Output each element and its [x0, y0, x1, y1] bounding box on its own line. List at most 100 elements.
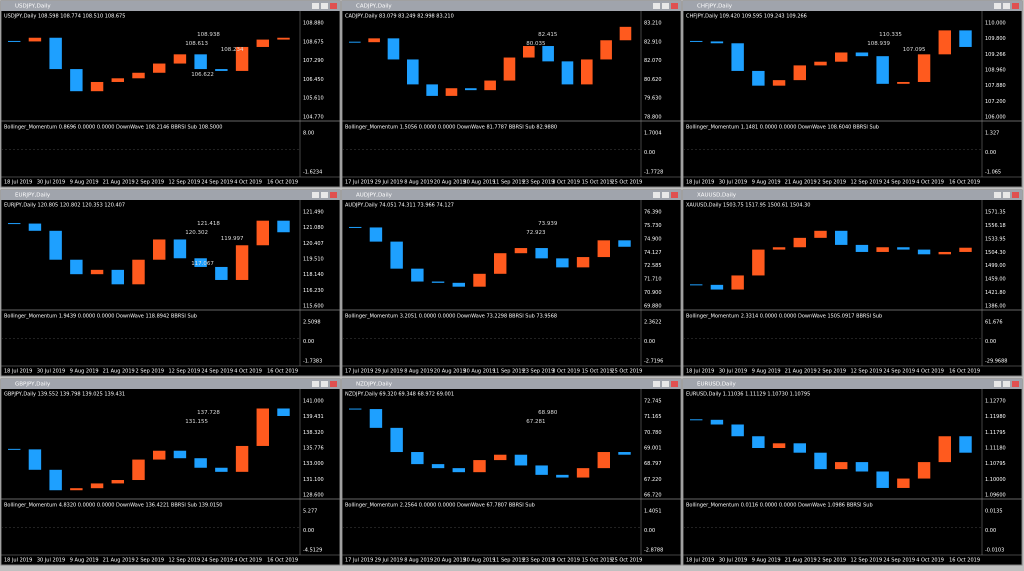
candle — [153, 239, 166, 260]
window-button[interactable] — [671, 381, 678, 387]
date-label: 2 Sep 2019 — [818, 369, 847, 375]
chart-window[interactable] — [0, 0, 341, 188]
candle — [917, 462, 931, 479]
date-label: 12 Sep 2019 — [850, 369, 882, 375]
candle — [618, 452, 631, 455]
candle — [465, 88, 477, 91]
chart-window[interactable] — [0, 189, 341, 377]
price-label: 1.11980 — [985, 414, 1006, 420]
date-label: 9 Aug 2019 — [752, 369, 781, 375]
price-label: 80.620 — [644, 77, 662, 83]
candle — [514, 248, 528, 254]
window-button[interactable] — [312, 381, 319, 387]
indicator-label: 0.00 — [985, 528, 996, 534]
indicator-label: -0.0103 — [985, 548, 1004, 554]
date-label: 23 Sep 2019 — [523, 180, 555, 186]
price-annotation: 72.923 — [526, 230, 546, 236]
window-button[interactable] — [662, 192, 669, 198]
candle — [369, 227, 383, 242]
candle — [542, 46, 554, 62]
window-button[interactable] — [653, 192, 660, 198]
candle — [153, 63, 166, 73]
window-button[interactable] — [662, 381, 669, 387]
price-annotation: 108.613 — [185, 41, 208, 47]
date-label: 9 Aug 2019 — [70, 558, 99, 564]
date-label: 20 Aug 2019 — [434, 558, 466, 564]
candle — [28, 223, 42, 231]
window-button[interactable] — [671, 3, 678, 9]
price-label: 1533.95 — [985, 236, 1006, 242]
date-label: 25 Oct 2019 — [611, 369, 642, 375]
window-button[interactable] — [653, 381, 660, 387]
date-label: 4 Oct 2019 — [234, 558, 262, 564]
window-caption — [1, 379, 340, 389]
window-button[interactable] — [330, 381, 337, 387]
candle — [173, 239, 187, 259]
date-label: 2 Sep 2019 — [136, 558, 165, 564]
window-button[interactable] — [653, 3, 660, 9]
price-label: 110.000 — [985, 21, 1006, 27]
window-button[interactable] — [312, 192, 319, 198]
window-button[interactable] — [1003, 3, 1010, 9]
window-button[interactable] — [994, 192, 1001, 198]
price-label: 79.630 — [644, 96, 662, 102]
window-button[interactable] — [312, 3, 319, 9]
date-label: 11 Sep 2019 — [493, 180, 525, 186]
candle — [793, 65, 806, 81]
date-label: 25 Oct 2019 — [611, 558, 642, 564]
indicator-label: -4.5129 — [303, 548, 322, 554]
window-button[interactable] — [1012, 3, 1019, 9]
date-label: 16 Oct 2019 — [949, 180, 980, 186]
candle — [70, 69, 83, 92]
price-annotation: 68.980 — [538, 410, 558, 416]
window-button[interactable] — [330, 192, 337, 198]
indicator-label: 0.0135 — [985, 509, 1003, 515]
candle — [710, 284, 724, 290]
candle — [132, 72, 145, 79]
date-label: 11 Sep 2019 — [493, 558, 525, 564]
chart-window[interactable] — [341, 189, 682, 377]
window-button[interactable] — [1012, 381, 1019, 387]
window-title: EURJPY,Daily — [15, 193, 51, 199]
window-button[interactable] — [321, 381, 328, 387]
window-button[interactable] — [1003, 381, 1010, 387]
window-button[interactable] — [662, 3, 669, 9]
candle — [70, 259, 83, 275]
window-button[interactable] — [321, 3, 328, 9]
candle — [407, 59, 419, 85]
price-label: 1.10795 — [985, 461, 1006, 467]
date-label: 18 Jul 2019 — [4, 180, 32, 186]
window-button[interactable] — [994, 3, 1001, 9]
price-label: 66.720 — [644, 493, 662, 499]
date-label: 21 Aug 2019 — [103, 180, 135, 186]
candle — [194, 458, 207, 468]
price-label: 128.600 — [303, 493, 324, 499]
candle — [277, 37, 290, 40]
date-label: 15 Oct 2019 — [582, 180, 613, 186]
date-label: 24 Sep 2019 — [201, 180, 233, 186]
price-label: 141.000 — [303, 399, 324, 405]
window-button[interactable] — [994, 381, 1001, 387]
price-label: 108.880 — [303, 21, 324, 27]
date-label: 25 Oct 2019 — [611, 180, 642, 186]
date-label: 18 Jul 2019 — [686, 369, 714, 375]
date-label: 9 Aug 2019 — [752, 180, 781, 186]
chart-window[interactable] — [682, 378, 1023, 566]
chart-window[interactable] — [341, 378, 682, 566]
chart-window[interactable] — [682, 0, 1023, 188]
date-label: 2 Sep 2019 — [818, 180, 847, 186]
window-button[interactable] — [321, 192, 328, 198]
date-label: 20 Aug 2019 — [434, 369, 466, 375]
price-label: 104.770 — [303, 115, 324, 121]
window-button[interactable] — [1003, 192, 1010, 198]
window-button[interactable] — [1012, 192, 1019, 198]
date-label: 12 Sep 2019 — [850, 558, 882, 564]
price-label: 1386.00 — [985, 304, 1006, 310]
window-button[interactable] — [330, 3, 337, 9]
window-title: GBPJPY,Daily — [15, 382, 51, 388]
date-label: 16 Oct 2019 — [949, 558, 980, 564]
candle — [70, 488, 83, 491]
price-label: 71.710 — [644, 277, 662, 283]
window-button[interactable] — [671, 192, 678, 198]
price-label: 115.600 — [303, 304, 324, 310]
